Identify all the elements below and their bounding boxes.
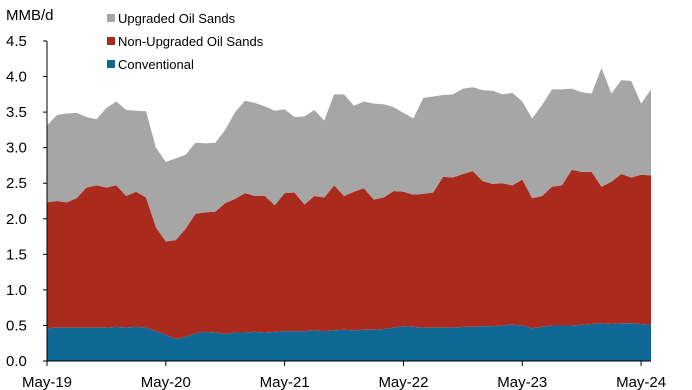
area-series-group xyxy=(47,68,651,361)
y-tick-label: 2.0 xyxy=(6,211,27,228)
x-tick-label: May-19 xyxy=(22,374,72,390)
legend: Upgraded Oil Sands Non-Upgraded Oil Sands… xyxy=(107,11,264,72)
y-tick-label: 1.0 xyxy=(6,282,27,299)
area-upgraded-oil-sands xyxy=(47,68,651,242)
legend-label-non-upgraded-oil-sands: Non-Upgraded Oil Sands xyxy=(118,34,264,49)
x-tick-label: May-20 xyxy=(141,374,191,390)
legend-label-conventional: Conventional xyxy=(118,57,194,72)
legend-swatch-non-upgraded-oil-sands xyxy=(107,37,115,45)
area-non-upgraded-oil-sands xyxy=(47,169,651,339)
y-tick-label: 3.5 xyxy=(6,104,27,121)
area-conventional xyxy=(47,323,651,361)
y-tick-label: 2.5 xyxy=(6,175,27,192)
x-tick-label: May-23 xyxy=(497,374,547,390)
y-tick-label: 4.5 xyxy=(6,33,27,50)
x-tick-labels: May-19 May-20 May-21 May-22 May-23 May-24 xyxy=(22,374,666,390)
legend-swatch-upgraded-oil-sands xyxy=(107,14,115,22)
legend-label-upgraded-oil-sands: Upgraded Oil Sands xyxy=(118,11,236,26)
y-tick-label: 3.0 xyxy=(6,140,27,157)
y-tick-labels: 0.0 0.5 1.0 1.5 2.0 2.5 3.0 3.5 4.0 4.5 xyxy=(6,33,27,370)
y-tick-label: 1.5 xyxy=(6,246,27,263)
x-tick-label: May-24 xyxy=(616,374,666,390)
x-tick-label: May-21 xyxy=(260,374,310,390)
legend-swatch-conventional xyxy=(107,60,115,68)
axes-group xyxy=(43,40,651,366)
y-tick-label: 4.0 xyxy=(6,69,27,86)
y-tick-label: 0.0 xyxy=(6,353,27,370)
x-tick-label: May-22 xyxy=(378,374,428,390)
y-axis-label: MMB/d xyxy=(6,7,54,24)
y-tick-label: 0.5 xyxy=(6,317,27,334)
